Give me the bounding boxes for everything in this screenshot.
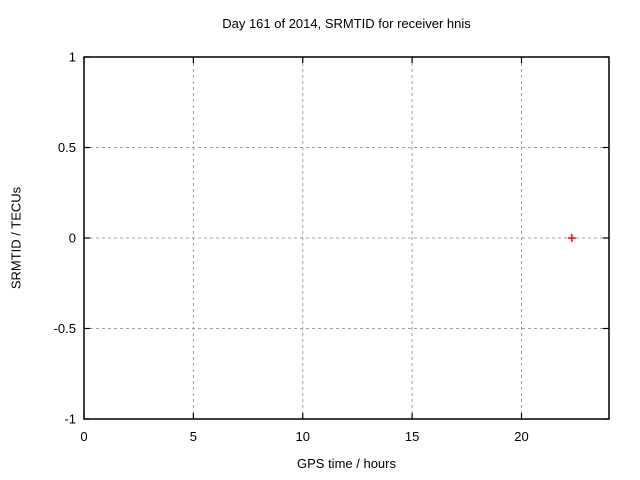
x-axis-label: GPS time / hours <box>297 456 396 471</box>
y-axis-label: SRMTID / TECUs <box>8 186 24 290</box>
y-tick-label: 0 <box>69 231 76 246</box>
x-tick-label: 15 <box>405 429 419 444</box>
y-tick-label: 1 <box>69 50 76 65</box>
y-tick-label: 0.5 <box>58 140 76 155</box>
x-tick-label: 0 <box>80 429 87 444</box>
x-tick-label: 10 <box>296 429 310 444</box>
x-tick-label: 5 <box>190 429 197 444</box>
y-tick-label: -0.5 <box>54 321 76 336</box>
x-tick-label: 20 <box>514 429 528 444</box>
y-tick-label: -1 <box>64 412 76 427</box>
chart-title: Day 161 of 2014, SRMTID for receiver hni… <box>222 16 471 31</box>
